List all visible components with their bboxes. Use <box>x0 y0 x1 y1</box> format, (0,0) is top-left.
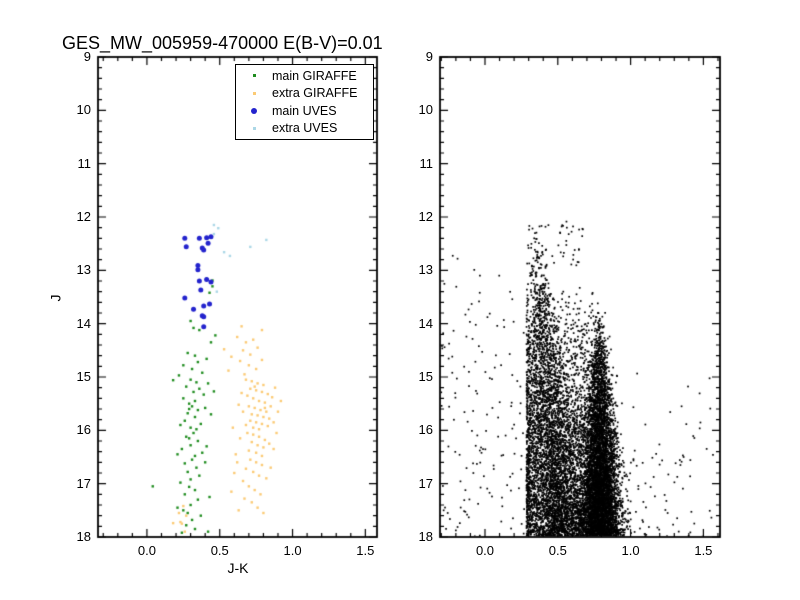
legend-item-extra-giraffe: extra GIRAFFE <box>236 85 373 102</box>
y-tick-label: 11 <box>419 155 434 171</box>
x-tick-label: 1.0 <box>621 543 640 558</box>
y-tick-label: 18 <box>418 529 433 544</box>
x-tick-label: 1.5 <box>694 543 713 558</box>
extra-giraffe-marker-icon <box>252 91 256 95</box>
y-tick-label: 10 <box>418 102 433 118</box>
legend-label-extra-giraffe: extra GIRAFFE <box>272 86 358 101</box>
x-tick-label: 0.5 <box>210 543 229 558</box>
y-tick-label: 14 <box>418 315 433 331</box>
main-giraffe-marker-icon <box>252 74 256 78</box>
x-tick-label: 0.0 <box>475 543 495 558</box>
y-tick-label: 12 <box>418 209 433 224</box>
x-tick-label: 1.5 <box>356 543 375 558</box>
x-axis-label: J-K <box>227 560 249 576</box>
legend: main GIRAFFE extra GIRAFFE main UVES ext… <box>235 64 374 140</box>
legend-marker-wrap <box>236 74 272 78</box>
y-tick-label: 9 <box>425 49 433 64</box>
extra-uves-marker-icon <box>252 126 256 130</box>
y-tick-label: 13 <box>76 262 91 278</box>
y-tick-label: 9 <box>83 49 91 64</box>
y-tick-label: 16 <box>418 422 433 438</box>
legend-label-main-uves: main UVES <box>272 103 337 118</box>
y-tick-label: 15 <box>76 369 91 384</box>
y-tick-label: 15 <box>418 369 433 384</box>
legend-marker-wrap <box>236 107 272 114</box>
y-tick-label: 16 <box>76 422 91 438</box>
main-uves-marker-icon <box>251 107 257 114</box>
y-tick-label: 17 <box>418 475 433 491</box>
legend-label-main-giraffe: main GIRAFFE <box>272 68 357 83</box>
legend-item-extra-uves: extra UVES <box>236 120 373 137</box>
y-tick-label: 11 <box>77 155 92 171</box>
x-tick-label: 0.0 <box>137 543 156 558</box>
y-tick-label: 18 <box>76 529 91 544</box>
legend-item-main-uves: main UVES <box>236 102 373 119</box>
y-tick-label: 13 <box>418 262 433 278</box>
y-tick-label: 10 <box>76 102 91 118</box>
legend-label-extra-uves: extra UVES <box>272 121 338 136</box>
legend-item-main-giraffe: main GIRAFFE <box>236 67 373 84</box>
x-tick-label: 1.0 <box>283 543 302 558</box>
y-tick-label: 12 <box>76 209 91 224</box>
legend-marker-wrap <box>236 91 272 95</box>
figure-title: GES_MW_005959-470000 E(B-V)=0.01 <box>62 33 383 53</box>
x-tick-label: 0.5 <box>548 543 567 558</box>
y-tick-label: 17 <box>76 475 91 491</box>
y-tick-label: 14 <box>76 315 91 331</box>
y-axis-label: J <box>47 294 64 302</box>
legend-marker-wrap <box>236 126 272 130</box>
